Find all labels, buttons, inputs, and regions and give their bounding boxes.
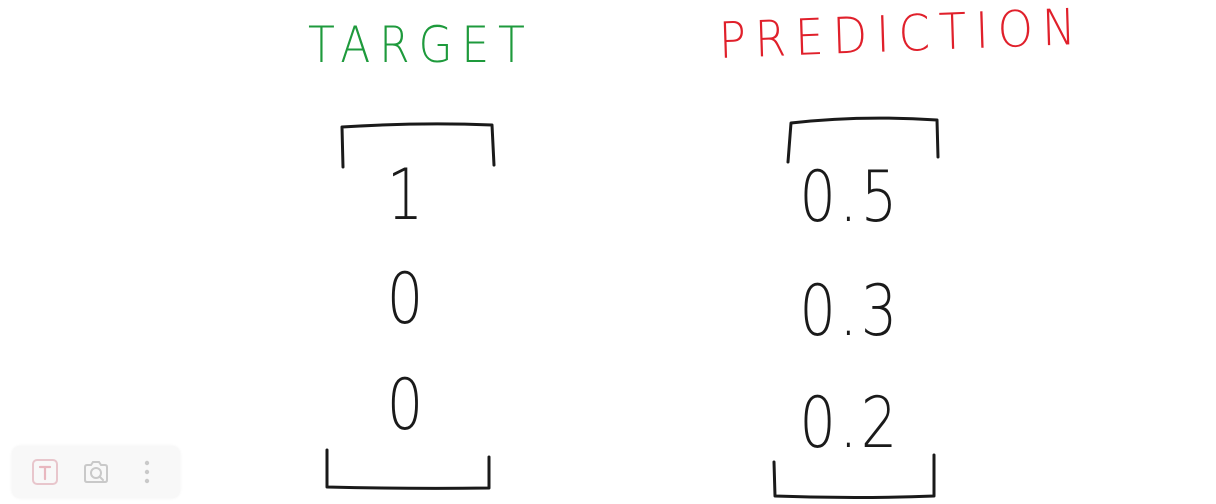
text-tool-icon[interactable] xyxy=(27,454,63,490)
more-options-icon[interactable] xyxy=(129,454,165,490)
target-bottom-bracket xyxy=(325,448,491,490)
prediction-bottom-bracket xyxy=(772,453,936,499)
prediction-value: 0.5 xyxy=(799,156,901,238)
target-top-bracket xyxy=(340,122,496,169)
target-value: 1 xyxy=(386,154,424,236)
floating-toolbar xyxy=(12,446,180,498)
target-value: 0 xyxy=(386,258,424,340)
target-heading: TARGET xyxy=(308,16,534,74)
prediction-value: 0.2 xyxy=(799,382,901,464)
target-value: 0 xyxy=(386,364,424,446)
prediction-value: 0.3 xyxy=(799,270,901,352)
camera-icon[interactable] xyxy=(78,454,114,490)
prediction-top-bracket xyxy=(786,116,940,164)
